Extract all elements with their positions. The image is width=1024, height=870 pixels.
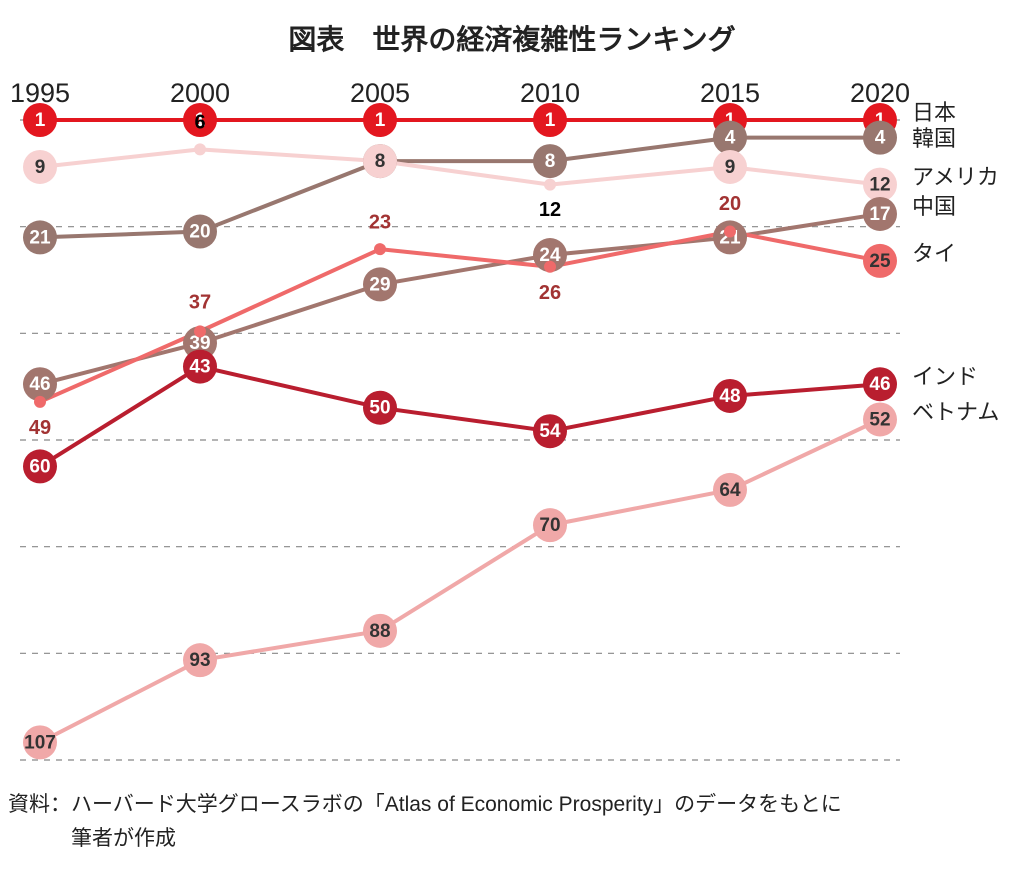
country-label: アメリカ	[912, 165, 999, 190]
data-point-value: 4	[875, 128, 886, 149]
data-point-marker	[724, 226, 736, 238]
data-point-value: 21	[29, 227, 51, 248]
country-label: 中国	[912, 194, 956, 219]
data-point-value: 1	[35, 110, 46, 131]
series-line	[40, 214, 880, 384]
series-line	[40, 149, 880, 184]
data-point-value: 23	[369, 211, 391, 233]
data-point-value: 70	[539, 515, 560, 536]
country-label: ベトナム	[912, 399, 999, 424]
data-point-value: 25	[869, 251, 891, 272]
series-lines	[40, 120, 880, 742]
data-point-value: 4	[725, 128, 736, 149]
country-label: タイ	[912, 241, 956, 266]
data-point-value: 60	[29, 456, 50, 477]
series-line	[40, 232, 880, 402]
data-point-value: 1	[375, 110, 386, 131]
data-point-value: 8	[545, 151, 556, 172]
data-point-value: 17	[869, 204, 890, 225]
data-point-value: 64	[719, 480, 741, 501]
series-labels: 日本韓国アメリカ中国タイインドベトナム	[912, 100, 999, 424]
data-point-value: 8	[375, 151, 386, 172]
data-point-value: 49	[29, 417, 51, 439]
series-points: 1111112120884496812912463929242117493723…	[23, 103, 897, 759]
data-point-value: 88	[369, 621, 390, 642]
data-point-value: 50	[369, 398, 390, 419]
chart-area: 1995200020052010201520201111112120884496…	[0, 80, 1024, 770]
series-line	[40, 367, 880, 467]
chart-page: 図表 世界の経済複雑性ランキング 19952000200520102015202…	[0, 0, 1024, 870]
data-point-value: 52	[869, 409, 890, 430]
data-point-marker	[544, 261, 556, 273]
data-point-value: 29	[369, 274, 390, 295]
x-axis-years: 199520002005201020152020	[10, 80, 910, 108]
data-point-marker	[34, 396, 46, 408]
source-line-2: 筆者が作成	[8, 822, 1008, 856]
data-point-value: 26	[539, 282, 561, 304]
country-label: 日本	[912, 100, 956, 125]
data-point-value: 54	[539, 421, 561, 442]
data-point-marker	[374, 243, 386, 255]
data-point-marker	[194, 143, 206, 155]
data-point-value: 9	[725, 157, 736, 178]
data-point-marker	[194, 325, 206, 337]
chart-title: 図表 世界の経済複雑性ランキング	[0, 18, 1024, 58]
data-point-value: 9	[35, 157, 46, 178]
data-point-value: 1	[545, 110, 556, 131]
data-point-value: 93	[189, 650, 210, 671]
data-point-marker	[544, 179, 556, 191]
country-label: インド	[912, 364, 978, 389]
data-point-value: 20	[719, 193, 741, 215]
rank-line-chart-svg: 1995200020052010201520201111112120884496…	[0, 80, 1024, 770]
data-point-value: 43	[189, 357, 210, 378]
chart-source: 資料：ハーバード大学グロースラボの「Atlas of Economic Pros…	[8, 788, 1008, 855]
data-point-value: 48	[719, 386, 740, 407]
data-point-value: 37	[189, 292, 211, 314]
gridlines	[20, 120, 900, 760]
data-point-value: 107	[24, 732, 56, 753]
data-point-value: 46	[869, 374, 890, 395]
country-label: 韓国	[912, 126, 956, 151]
data-point-value: 12	[869, 175, 890, 196]
series-line	[40, 419, 880, 742]
data-point-value: 6	[194, 112, 205, 134]
source-line-1: 資料：ハーバード大学グロースラボの「Atlas of Economic Pros…	[8, 788, 1008, 822]
data-point-value: 20	[189, 222, 210, 243]
data-point-value: 46	[29, 374, 50, 395]
data-point-value: 12	[539, 199, 561, 221]
